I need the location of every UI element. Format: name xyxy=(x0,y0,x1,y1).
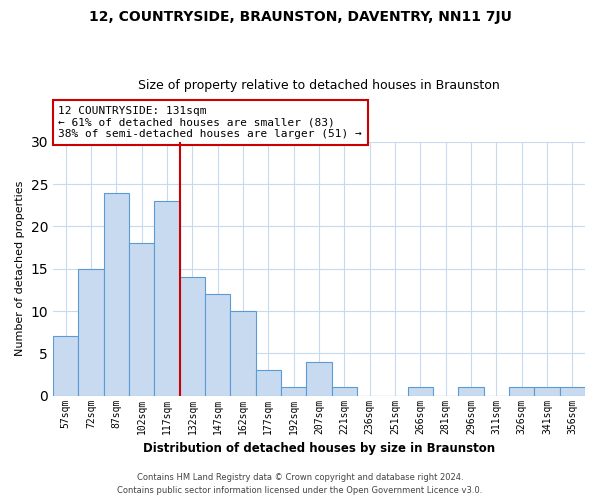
Bar xyxy=(179,277,205,396)
Bar xyxy=(560,387,585,396)
Text: 12 COUNTRYSIDE: 131sqm
← 61% of detached houses are smaller (83)
38% of semi-det: 12 COUNTRYSIDE: 131sqm ← 61% of detached… xyxy=(58,106,362,139)
Bar xyxy=(129,244,154,396)
Bar xyxy=(256,370,281,396)
Bar xyxy=(53,336,79,396)
X-axis label: Distribution of detached houses by size in Braunston: Distribution of detached houses by size … xyxy=(143,442,495,455)
Text: 12, COUNTRYSIDE, BRAUNSTON, DAVENTRY, NN11 7JU: 12, COUNTRYSIDE, BRAUNSTON, DAVENTRY, NN… xyxy=(89,10,511,24)
Bar xyxy=(535,387,560,396)
Y-axis label: Number of detached properties: Number of detached properties xyxy=(15,181,25,356)
Bar xyxy=(509,387,535,396)
Bar xyxy=(79,268,104,396)
Bar xyxy=(332,387,357,396)
Bar xyxy=(307,362,332,396)
Title: Size of property relative to detached houses in Braunston: Size of property relative to detached ho… xyxy=(138,79,500,92)
Bar xyxy=(205,294,230,396)
Text: Contains HM Land Registry data © Crown copyright and database right 2024.
Contai: Contains HM Land Registry data © Crown c… xyxy=(118,474,482,495)
Bar xyxy=(230,311,256,396)
Bar xyxy=(104,192,129,396)
Bar xyxy=(458,387,484,396)
Bar xyxy=(154,201,179,396)
Bar xyxy=(281,387,307,396)
Bar xyxy=(407,387,433,396)
